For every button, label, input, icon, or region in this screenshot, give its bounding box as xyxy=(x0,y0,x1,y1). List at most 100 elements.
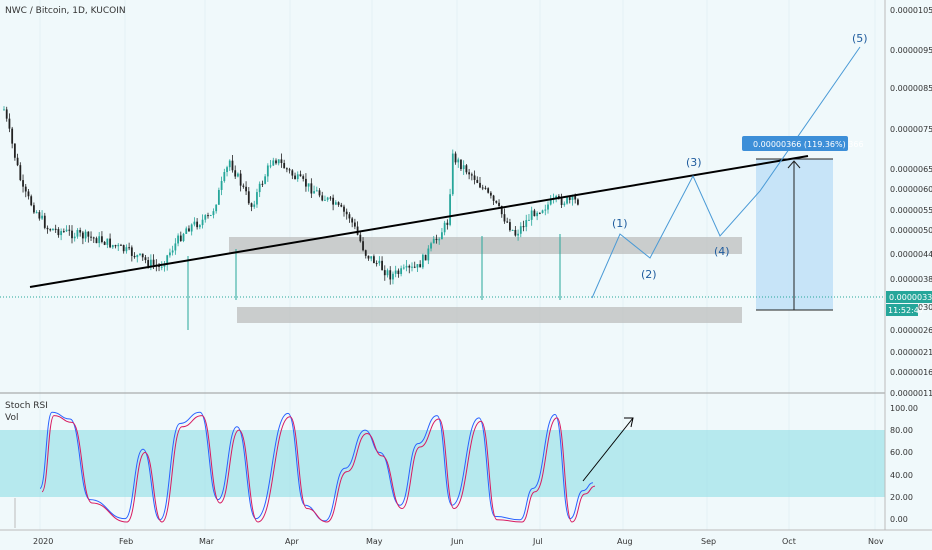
time-label-mar: Mar xyxy=(199,537,215,546)
candle-body xyxy=(114,245,117,247)
volume-label: Vol xyxy=(5,413,18,423)
candle-body xyxy=(432,238,435,244)
candle-body xyxy=(177,235,179,244)
candle-body xyxy=(139,253,141,255)
candle-body xyxy=(367,255,370,259)
candle-body xyxy=(462,165,465,170)
candle-body xyxy=(530,210,533,220)
measure-badge-text: 0.00000366 (119.36%) 366 xyxy=(753,140,864,149)
candle-body xyxy=(81,232,84,239)
candle-body xyxy=(258,183,261,193)
candle-body xyxy=(76,230,79,237)
wave-label-3: (3) xyxy=(686,156,702,169)
candle-body xyxy=(19,165,22,181)
candle-body xyxy=(547,204,549,210)
candle-body xyxy=(247,191,250,204)
candle-body xyxy=(394,270,397,274)
time-label-sep: Sep xyxy=(701,537,716,546)
candle-body xyxy=(201,219,204,226)
candle-body xyxy=(130,247,133,256)
candle-body xyxy=(207,215,209,217)
candle-body xyxy=(117,244,120,247)
time-label-may: May xyxy=(366,537,383,546)
candle-body xyxy=(566,197,568,204)
time-label-feb: Feb xyxy=(119,537,133,546)
candle-body xyxy=(557,195,560,198)
candle-body xyxy=(299,174,302,177)
candle-body xyxy=(182,233,185,241)
candle-body xyxy=(223,172,226,182)
rsi-tick-0: 100.00 xyxy=(890,404,918,413)
candle-body xyxy=(62,231,65,233)
candle-body xyxy=(378,260,381,264)
candle-body xyxy=(152,259,155,265)
candle-body xyxy=(22,180,24,187)
candle-body xyxy=(84,231,87,239)
candle-body xyxy=(209,215,212,217)
candle-body xyxy=(60,231,63,236)
candle-body xyxy=(133,255,136,258)
current-price-badge-text: 0.00000338 xyxy=(889,293,932,302)
candle-body xyxy=(430,243,432,249)
candle-body xyxy=(481,187,484,189)
trendline xyxy=(29,155,809,288)
candle-body xyxy=(103,241,106,245)
candle-body xyxy=(242,185,245,187)
candle-body xyxy=(291,170,294,176)
candle-body xyxy=(484,187,487,189)
time-label-oct: Oct xyxy=(782,537,796,546)
candle-body xyxy=(487,188,490,193)
candle-body xyxy=(405,265,408,268)
candle-body xyxy=(373,256,375,264)
stoch-rsi-d-line xyxy=(41,415,596,523)
candle-body xyxy=(193,221,196,225)
candle-body xyxy=(506,221,509,223)
candle-body xyxy=(334,202,337,205)
candle-body xyxy=(109,238,111,248)
candle-body xyxy=(73,236,76,239)
candle-body xyxy=(92,237,95,239)
candle-body xyxy=(446,222,449,225)
candle-body xyxy=(343,206,345,212)
candle-body xyxy=(128,247,131,249)
wave-label-4: (4) xyxy=(714,245,730,258)
candle-body xyxy=(392,273,394,280)
candle-body xyxy=(416,264,419,268)
candle-body xyxy=(353,222,356,227)
candle-body xyxy=(13,143,16,158)
candle-body xyxy=(169,252,171,256)
candle-body xyxy=(313,191,315,194)
candle-body xyxy=(261,183,264,185)
candle-body xyxy=(106,238,109,245)
candle-body xyxy=(468,172,471,175)
candle-body xyxy=(226,167,228,173)
candle-body xyxy=(266,165,269,177)
candle-body xyxy=(54,228,57,230)
candle-body xyxy=(307,183,310,187)
candle-body xyxy=(90,236,92,238)
candle-body xyxy=(237,173,239,177)
candle-body xyxy=(356,226,359,235)
candle-body xyxy=(52,228,54,231)
candle-body xyxy=(451,153,454,195)
candle-body xyxy=(571,195,574,200)
countdown-badge xyxy=(886,304,918,316)
candle-body xyxy=(364,250,367,256)
candle-body xyxy=(514,229,517,236)
candle-body xyxy=(111,245,114,248)
candle-body xyxy=(71,230,73,239)
candle-body xyxy=(449,194,451,225)
candle-body xyxy=(473,175,476,180)
resistance-zone xyxy=(229,237,742,254)
candle-body xyxy=(245,186,247,192)
wave-label-5: (5) xyxy=(852,32,868,45)
candle-body xyxy=(500,205,503,215)
